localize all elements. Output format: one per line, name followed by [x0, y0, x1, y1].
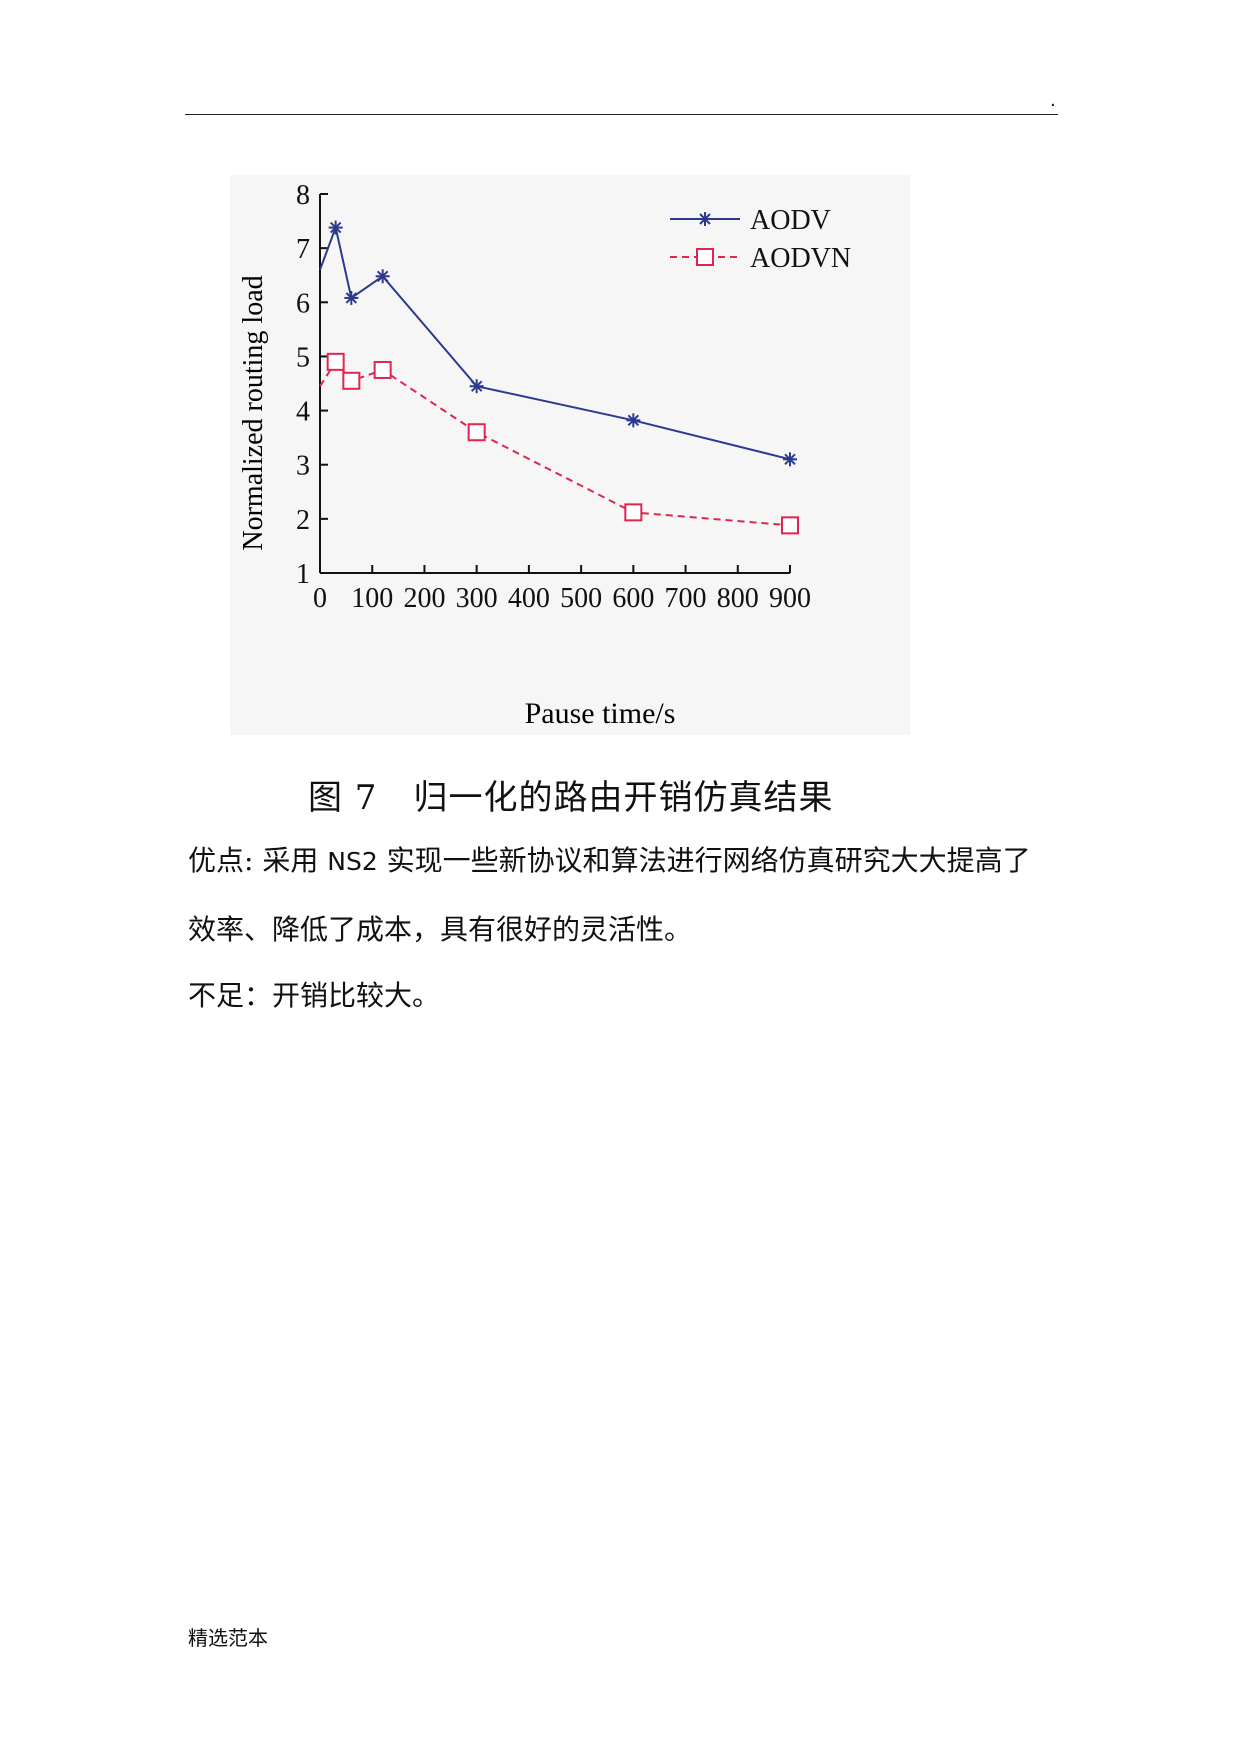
x-tick-label: 200 [403, 583, 445, 614]
advantages-line-2: 效率、降低了成本，具有很好的灵活性。 [188, 913, 693, 946]
series-group [319, 220, 799, 535]
line-chart: 1 2 3 4 5 6 7 8 0 100 200 300 400 500 600 700 800 900 AOD… [238, 180, 851, 730]
y-tick-label: 4 [296, 397, 310, 428]
data-point-asterisk [469, 379, 484, 394]
data-point-asterisk [344, 290, 359, 305]
data-point-square [373, 360, 392, 379]
y-tick-label: 6 [296, 288, 310, 319]
legend-label-aodvn: AODVN [750, 243, 851, 274]
chart-figure: 1 2 3 4 5 6 7 8 0 100 200 300 400 500 600 700 800 900 AOD… [230, 175, 910, 735]
figure-caption-number: 图 7 [308, 778, 378, 818]
figure-caption: 图 7 归一化的路由开销仿真结果 [308, 778, 833, 818]
y-tick-label: 2 [296, 505, 310, 536]
data-point-asterisk [626, 413, 641, 428]
y-tick-label: 5 [296, 342, 310, 373]
advantages-ns2: NS2 [327, 847, 378, 876]
x-axis-label: Pause time/s [525, 697, 676, 730]
footer-text: 精选范本 [188, 1626, 268, 1650]
advantages-pre: 采用 [253, 844, 328, 877]
y-tick-label: 1 [296, 559, 310, 590]
x-tick-label: 100 [351, 583, 393, 614]
series-line-aodv [319, 224, 791, 461]
y-axis-label: Normalized routing load [238, 275, 269, 550]
x-tick-label: 300 [456, 583, 498, 614]
x-tick-label: 0 [313, 583, 327, 614]
legend: AODV AODVN [670, 205, 851, 274]
legend-label-aodv: AODV [750, 205, 831, 236]
y-tick-label: 8 [296, 180, 310, 211]
series-aodv [319, 220, 797, 467]
data-point-asterisk [698, 212, 712, 226]
advantages-post: 实现一些新协议和算法进行网络仿真研究大大提高了 [377, 844, 1031, 877]
y-tick-label: 3 [296, 451, 310, 482]
x-tick-label: 700 [665, 583, 707, 614]
disadvantages-line: 不足：开销比较大。 [188, 979, 441, 1012]
advantages-line-1: 优点: 采用 NS2 实现一些新协议和算法进行网络仿真研究大大提高了 [188, 843, 1068, 880]
x-tick-label: 400 [508, 583, 550, 614]
axes: 1 2 3 4 5 6 7 8 0 100 200 300 400 500 600 700 800 900 [296, 180, 811, 614]
x-tick-label: 900 [769, 583, 811, 614]
data-point-asterisk [783, 452, 797, 467]
y-tick-label: 7 [296, 234, 310, 265]
header-dot: . [1050, 90, 1056, 111]
advantages-label: 优点 [188, 844, 245, 877]
data-point-square [342, 371, 361, 390]
data-point-square [696, 248, 714, 266]
advantages-colon: : [244, 844, 254, 877]
x-tick-label: 800 [717, 583, 759, 614]
x-tick-label: 600 [612, 583, 654, 614]
figure-caption-text: 归一化的路由开销仿真结果 [413, 778, 834, 818]
data-point-asterisk [328, 220, 343, 235]
data-point-square [326, 352, 345, 371]
header-rule [185, 114, 1058, 115]
data-point-square [624, 503, 643, 522]
data-point-asterisk [375, 269, 390, 284]
x-tick-label: 500 [560, 583, 602, 614]
data-point-square [781, 516, 799, 535]
series-aodvn [319, 352, 799, 535]
series-line-aodvn [319, 360, 791, 527]
data-point-square [467, 423, 486, 442]
